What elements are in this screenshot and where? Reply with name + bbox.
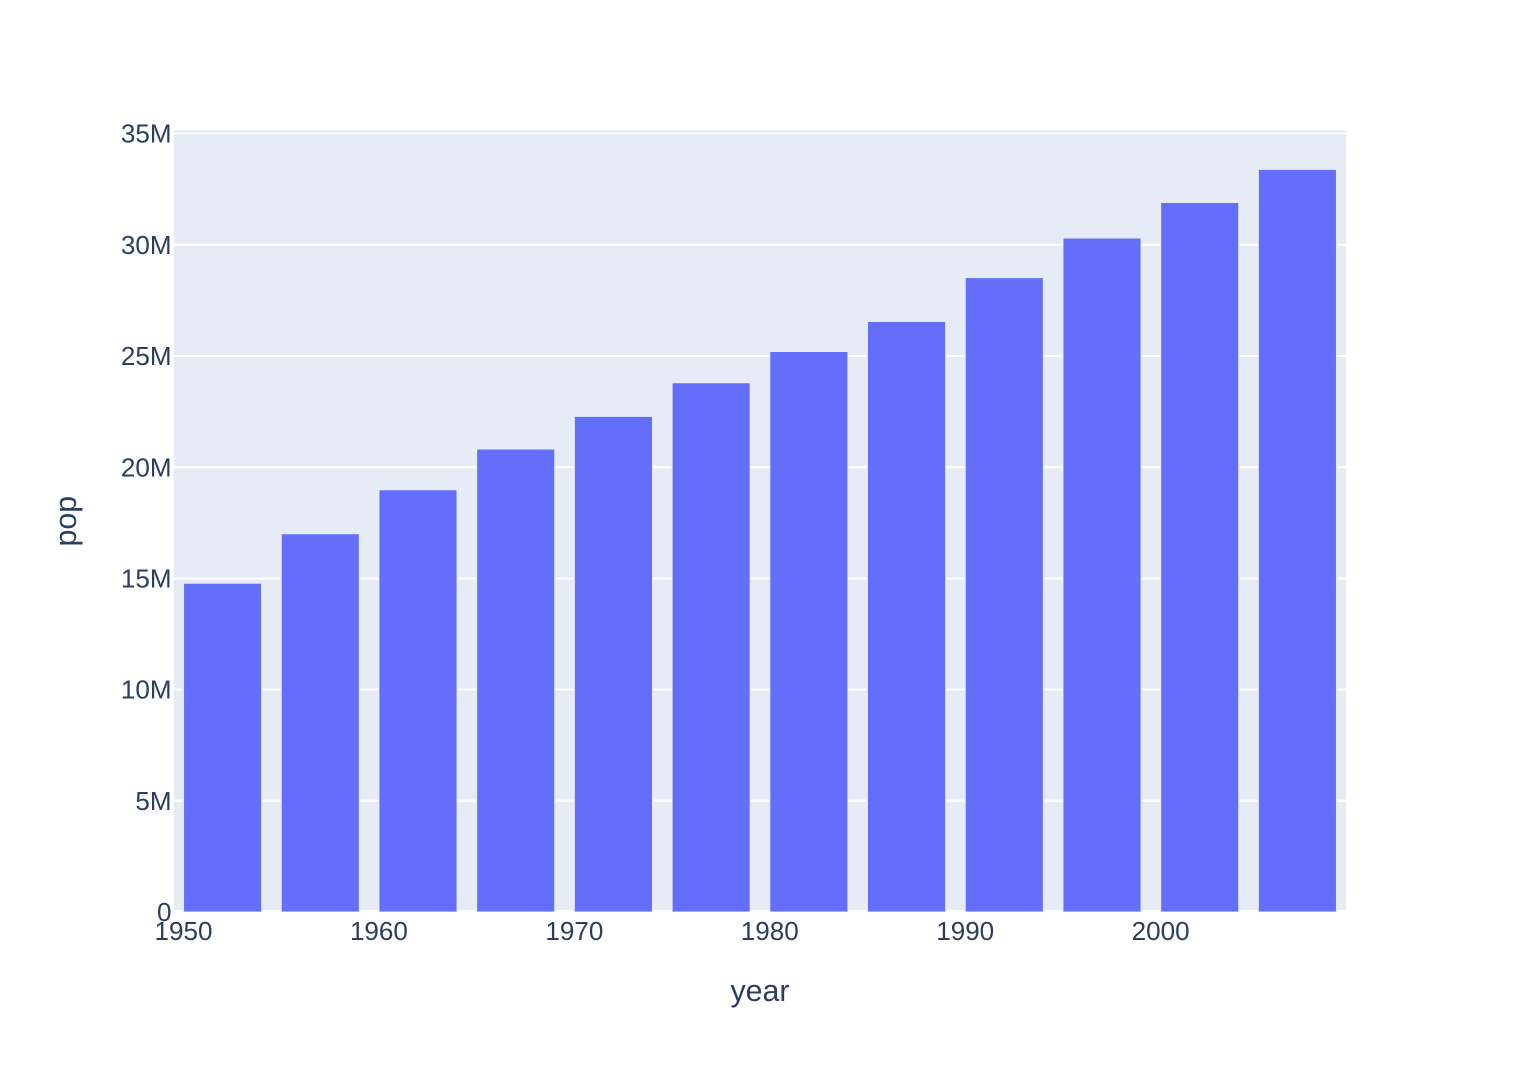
svg-text:pop: pop xyxy=(49,496,83,547)
svg-text:1980: 1980 xyxy=(741,916,799,946)
svg-text:1970: 1970 xyxy=(545,916,603,946)
svg-text:2000: 2000 xyxy=(1132,916,1190,946)
svg-text:1960: 1960 xyxy=(350,916,408,946)
svg-text:1950: 1950 xyxy=(155,916,213,946)
svg-text:25M: 25M xyxy=(121,341,172,371)
svg-text:10M: 10M xyxy=(121,675,172,705)
svg-text:1990: 1990 xyxy=(936,916,994,946)
svg-text:20M: 20M xyxy=(121,452,172,482)
svg-text:15M: 15M xyxy=(121,563,172,593)
svg-text:35M: 35M xyxy=(121,119,172,149)
svg-text:5M: 5M xyxy=(135,786,171,816)
svg-text:30M: 30M xyxy=(121,230,172,260)
svg-text:year: year xyxy=(730,974,789,1008)
svg-text:0: 0 xyxy=(157,897,172,927)
